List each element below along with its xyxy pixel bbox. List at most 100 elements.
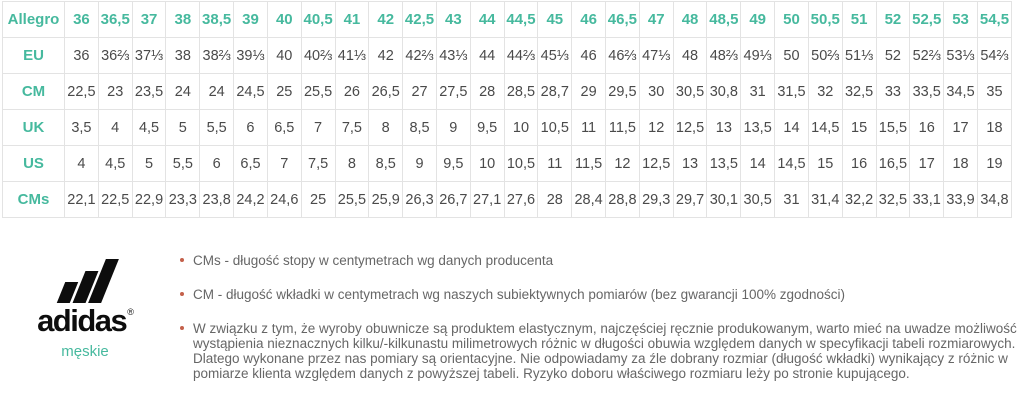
size-cell: 26,7 bbox=[435, 181, 471, 218]
size-cell: 45⅓ bbox=[537, 37, 573, 74]
size-cell: 30,8 bbox=[706, 73, 742, 110]
size-cell: 33,1 bbox=[909, 181, 945, 218]
size-cell: 6,5 bbox=[233, 145, 268, 182]
size-cell: 25,5 bbox=[334, 181, 370, 218]
size-cell: 10,5 bbox=[537, 109, 573, 146]
footer-section: adidas® męskie CMs - długość stopy w cen… bbox=[0, 249, 1024, 381]
size-cell: 10 bbox=[469, 145, 505, 182]
size-cell: 52⅔ bbox=[909, 37, 945, 74]
size-cell: 11,5 bbox=[605, 109, 640, 146]
size-cell: 34,5 bbox=[943, 73, 978, 110]
size-cell: 15 bbox=[807, 145, 843, 182]
size-cell: 42⅔ bbox=[402, 37, 437, 74]
size-cell: 31 bbox=[774, 181, 809, 218]
size-cell: 14 bbox=[774, 109, 809, 146]
size-cell: 44,5 bbox=[503, 1, 539, 38]
size-cell: 36 bbox=[64, 1, 99, 38]
size-table-body: Allegro 36 36,5 37 38 38,5 39 40 40,5 41 42 42,5 43 4… bbox=[2, 1, 1013, 218]
size-cell: 35 bbox=[976, 73, 1013, 110]
size-cell: 8,5 bbox=[402, 109, 437, 146]
size-cell: 44 bbox=[469, 37, 505, 74]
size-table-header-row: Allegro 36 36,5 37 38 38,5 39 40 40,5 41 42 42,5 43 4… bbox=[2, 1, 1013, 38]
size-cell: 23,8 bbox=[199, 181, 235, 218]
size-cell: 15,5 bbox=[875, 109, 911, 146]
size-cell: 30 bbox=[638, 73, 674, 110]
size-cell: 47⅓ bbox=[638, 37, 674, 74]
size-cell: 5,5 bbox=[165, 145, 201, 182]
notes-list: CMs - długość stopy w centymetrach wg da… bbox=[170, 253, 1024, 381]
wordmark-text: adidas bbox=[37, 303, 128, 338]
registered-trademark-icon: ® bbox=[127, 307, 134, 317]
size-cell: 7 bbox=[266, 145, 302, 182]
size-cell: 43 bbox=[435, 1, 471, 38]
size-cell: 54⅔ bbox=[976, 37, 1013, 74]
size-cell: 29 bbox=[571, 73, 606, 110]
size-cell: 24,2 bbox=[233, 181, 268, 218]
size-cell: 23 bbox=[97, 73, 133, 110]
size-cell: 38 bbox=[165, 37, 201, 74]
size-cell: 25 bbox=[300, 181, 336, 218]
size-cell: 47 bbox=[638, 1, 674, 38]
size-cell: 7 bbox=[300, 109, 336, 146]
size-cell: 33 bbox=[875, 73, 911, 110]
size-cell: 29,7 bbox=[672, 181, 708, 218]
size-cell: 26,5 bbox=[368, 73, 404, 110]
size-cell: 31,4 bbox=[807, 181, 843, 218]
row-label-cms: CMs bbox=[2, 181, 65, 218]
size-cell: 25,9 bbox=[368, 181, 404, 218]
size-cell: 22,5 bbox=[64, 73, 99, 110]
size-cell: 7,5 bbox=[300, 145, 336, 182]
size-cell: 53⅓ bbox=[943, 37, 978, 74]
size-cell: 25,5 bbox=[300, 73, 336, 110]
size-cell: 4,5 bbox=[97, 145, 133, 182]
size-cell: 53 bbox=[943, 1, 978, 38]
size-cell: 31,5 bbox=[774, 73, 809, 110]
category-label: męskie bbox=[61, 343, 109, 360]
size-cell: 50,5 bbox=[807, 1, 843, 38]
size-cell: 6 bbox=[199, 145, 235, 182]
size-cell: 32 bbox=[807, 73, 843, 110]
size-table-row: CM 22,5 23 23,5 24 24 24,5 25 25,5 26 26,5 27 27,5 28… bbox=[2, 73, 1013, 110]
size-cell: 50⅔ bbox=[807, 37, 843, 74]
brand-block: adidas® męskie bbox=[0, 249, 170, 360]
size-cell: 36 bbox=[64, 37, 99, 74]
size-cell: 23,5 bbox=[131, 73, 167, 110]
size-cell: 22,1 bbox=[64, 181, 99, 218]
size-cell: 52,5 bbox=[909, 1, 945, 38]
size-cell: 11 bbox=[571, 109, 606, 146]
size-cell: 27,1 bbox=[469, 181, 505, 218]
size-cell: 38,5 bbox=[199, 1, 235, 38]
size-cell: 8,5 bbox=[368, 145, 404, 182]
size-table-row: EU 36 36⅔ 37⅓ 38 38⅔ 39⅓ 40 40⅔ 41⅓ 42 42⅔ 43⅓ 44 44⅔ 4… bbox=[2, 37, 1013, 74]
size-cell: 4 bbox=[64, 145, 99, 182]
size-cell: 44 bbox=[469, 1, 505, 38]
size-cell: 37 bbox=[131, 1, 167, 38]
size-cell: 23,3 bbox=[165, 181, 201, 218]
size-cell: 6,5 bbox=[266, 109, 302, 146]
size-cell: 48,5 bbox=[706, 1, 742, 38]
size-cell: 38 bbox=[165, 1, 201, 38]
size-cell: 30,5 bbox=[672, 73, 708, 110]
size-cell: 12,5 bbox=[638, 145, 674, 182]
size-cell: 49⅓ bbox=[740, 37, 776, 74]
size-cell: 41⅓ bbox=[334, 37, 370, 74]
size-cell: 17 bbox=[909, 145, 945, 182]
size-cell: 9 bbox=[435, 109, 471, 146]
size-cell: 13,5 bbox=[706, 145, 742, 182]
size-cell: 24 bbox=[165, 73, 201, 110]
note-item-1: CMs - długość stopy w centymetrach wg da… bbox=[180, 253, 1018, 268]
size-cell: 28,8 bbox=[605, 181, 640, 218]
size-cell: 10 bbox=[503, 109, 539, 146]
size-cell: 18 bbox=[943, 145, 978, 182]
row-label-cm: CM bbox=[2, 73, 65, 110]
size-cell: 54,5 bbox=[976, 1, 1013, 38]
size-cell: 40⅔ bbox=[300, 37, 336, 74]
size-cell: 14,5 bbox=[807, 109, 843, 146]
size-cell: 46,5 bbox=[605, 1, 640, 38]
size-cell: 39⅓ bbox=[233, 37, 268, 74]
size-cell: 41 bbox=[334, 1, 370, 38]
size-cell: 33,9 bbox=[943, 181, 978, 218]
size-cell: 46⅔ bbox=[605, 37, 640, 74]
size-cell: 32,5 bbox=[875, 181, 911, 218]
size-cell: 42 bbox=[368, 37, 404, 74]
